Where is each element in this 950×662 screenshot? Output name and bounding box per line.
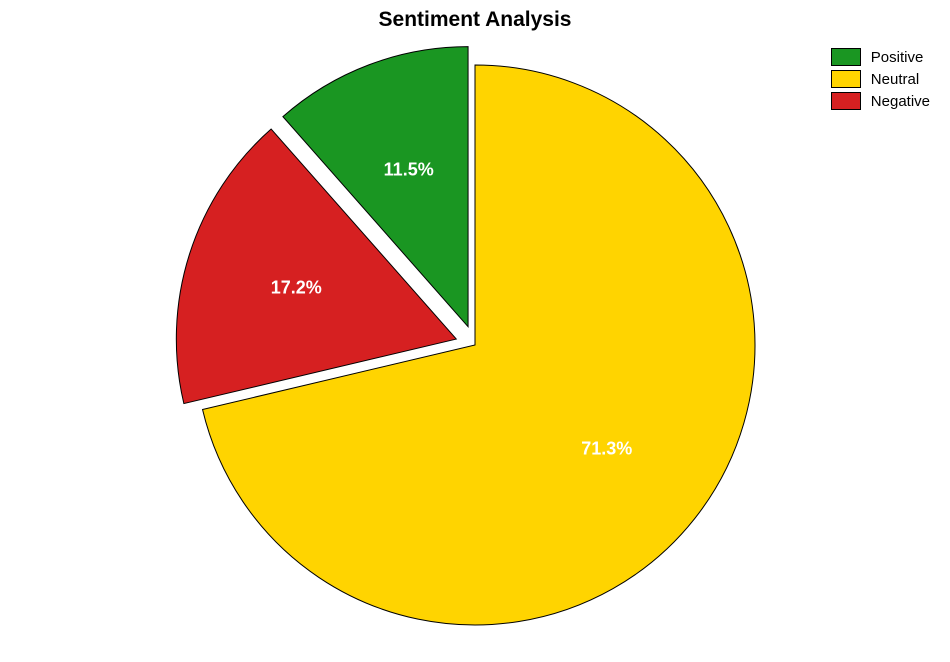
sentiment-pie-chart: Sentiment Analysis Positive Neutral Nega… [0,0,950,662]
legend-label-positive: Positive [871,49,924,66]
slice-label-negative: 17.2% [271,278,322,299]
legend-swatch-negative [831,92,861,110]
legend-item-negative: Negative [831,92,930,110]
legend-item-positive: Positive [831,48,930,66]
slice-label-neutral: 71.3% [581,439,632,460]
pie-svg [0,0,950,662]
legend-label-neutral: Neutral [871,71,919,88]
legend-swatch-positive [831,48,861,66]
slice-label-positive: 11.5% [384,159,434,180]
legend-item-neutral: Neutral [831,70,930,88]
legend-label-negative: Negative [871,93,930,110]
legend-swatch-neutral [831,70,861,88]
legend: Positive Neutral Negative [831,48,930,114]
